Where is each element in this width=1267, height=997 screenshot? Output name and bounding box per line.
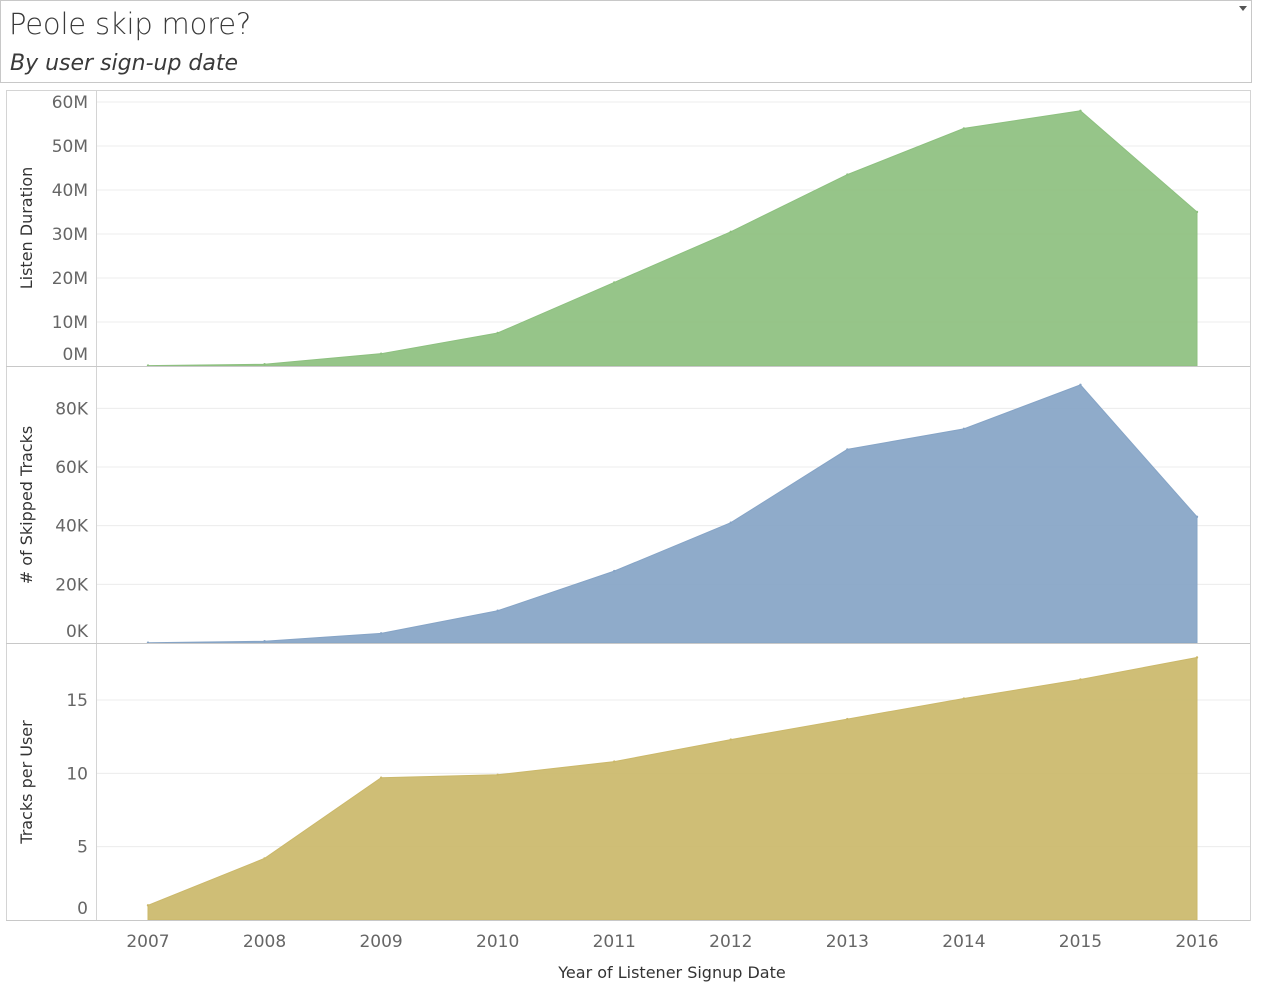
y-tick-label: 0M [63,345,88,365]
chart-panes: 0M 10M 20M 30M 40M 50M 60M Listen Duration 0K 20K… [6,90,1251,921]
data-point[interactable] [962,427,966,431]
data-point[interactable] [613,281,616,284]
y-tick-label: 40K [55,517,89,537]
y-tick-label: 50M [52,137,88,157]
x-tick-label: 2007 [126,932,169,952]
data-point[interactable] [846,448,849,451]
data-point[interactable] [729,521,732,524]
data-point[interactable] [1195,656,1199,659]
x-tick-label: 2008 [243,932,286,952]
x-tick-label: 2015 [1059,932,1102,952]
data-point[interactable] [846,173,849,176]
data-point[interactable] [962,127,966,130]
y-tick-label: 0 [77,899,88,919]
pane-1: 0M 10M 20M 30M 40M 50M 60M Listen Duration [6,93,1250,367]
data-point[interactable] [1079,109,1082,113]
page-title: Peole skip more? [9,7,252,41]
data-point[interactable] [846,717,849,721]
data-point[interactable] [263,363,266,366]
area-series-1[interactable] [147,110,1198,367]
x-tick-label: 2011 [593,932,636,952]
data-point[interactable] [1195,210,1199,214]
y-axis-title: # of Skipped Tracks [17,426,36,584]
y-axis-title: Tracks per User [17,720,36,845]
x-tick-label: 2016 [1175,932,1218,952]
pane-3: 0 5 10 15 Tracks per User [6,656,1250,921]
data-point[interactable] [263,857,266,860]
x-axis-title: Year of Listener Signup Date [557,963,785,982]
x-tick-label: 2012 [709,932,752,952]
y-tick-label: 20M [52,269,88,289]
y-tick-label: 60M [52,93,88,113]
data-point[interactable] [146,904,150,907]
data-point[interactable] [379,632,383,635]
x-axis: 2007 2008 2009 2010 2011 2012 2013 2014 2015 2016 [126,932,1218,952]
y-tick-label: 20K [55,575,89,595]
y-tick-label: 60K [55,458,89,478]
y-tick-label: 40M [52,181,88,201]
y-tick-label: 15 [66,691,88,711]
x-tick-label: 2013 [826,932,869,952]
pane-2: 0K 20K 40K 60K 80K # of Skipped Tracks [6,383,1250,644]
y-tick-label: 80K [55,399,89,419]
y-tick-label: 0K [66,622,89,642]
data-point[interactable] [729,738,732,741]
area-series-3[interactable] [147,656,1198,921]
data-point[interactable] [496,773,499,776]
y-tick-label: 5 [77,838,88,858]
title-box: Peole skip more? By user sign-up date [0,0,1252,83]
data-point[interactable] [1195,515,1199,519]
data-point[interactable] [379,352,383,355]
data-point[interactable] [1079,383,1082,387]
area-series-2[interactable] [147,384,1198,644]
y-axis-title: Listen Duration [17,167,36,290]
page-subtitle: By user sign-up date [10,51,239,76]
data-point[interactable] [379,776,383,779]
x-tick-label: 2014 [942,932,985,952]
data-point[interactable] [962,697,966,700]
data-point[interactable] [263,640,266,643]
data-point[interactable] [729,230,732,233]
data-point[interactable] [496,331,499,335]
data-point[interactable] [613,569,616,573]
x-tick-label: 2009 [359,932,402,952]
y-tick-label: 10M [52,313,88,333]
x-tick-label: 2010 [476,932,519,952]
y-tick-label: 30M [52,225,88,245]
data-point[interactable] [1079,678,1082,681]
chevron-down-icon[interactable] [1239,6,1247,11]
y-tick-label: 10 [66,764,88,784]
data-point[interactable] [496,609,499,612]
data-point[interactable] [613,760,616,763]
